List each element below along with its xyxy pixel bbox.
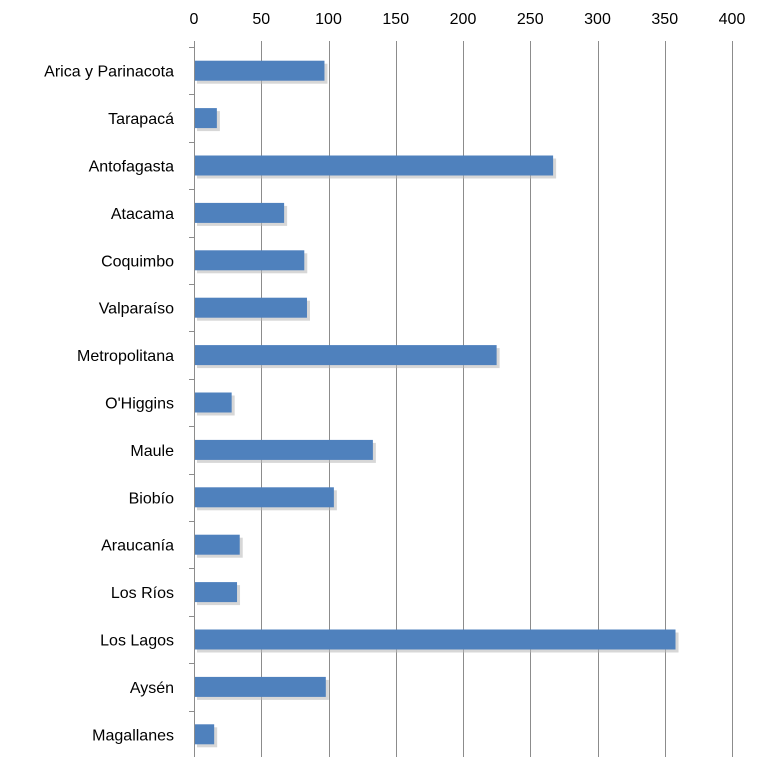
category-label: Maule bbox=[130, 443, 174, 460]
x-tick-label: 50 bbox=[252, 11, 270, 28]
category-label: Tarapacá bbox=[108, 111, 174, 128]
x-tick-label: 150 bbox=[382, 11, 409, 28]
bar bbox=[195, 724, 215, 745]
bar bbox=[195, 487, 334, 508]
category-label: Magallanes bbox=[92, 727, 174, 744]
category-label: Los Ríos bbox=[111, 585, 174, 602]
category-label: Biobío bbox=[129, 490, 174, 507]
bar bbox=[195, 534, 240, 555]
bar bbox=[195, 345, 497, 366]
bar bbox=[195, 155, 554, 176]
bar bbox=[195, 202, 285, 223]
category-label: Antofagasta bbox=[89, 159, 175, 176]
bar bbox=[195, 676, 326, 697]
category-label: Atacama bbox=[111, 206, 174, 223]
bar bbox=[195, 297, 307, 318]
x-tick-labels: 0 50 100 150 200 250 300 350 400 bbox=[190, 11, 746, 28]
category-label: O'Higgins bbox=[105, 396, 174, 413]
x-tick-label: 250 bbox=[517, 11, 544, 28]
x-tick-label: 0 bbox=[190, 11, 199, 28]
bar bbox=[195, 108, 217, 129]
axes bbox=[189, 41, 195, 757]
bar bbox=[195, 582, 238, 603]
category-label: Araucanía bbox=[101, 538, 174, 555]
bar bbox=[195, 439, 373, 460]
category-label: Los Lagos bbox=[100, 633, 174, 650]
bar bbox=[195, 250, 305, 271]
bar bbox=[195, 392, 232, 413]
category-label: Aysén bbox=[130, 680, 174, 697]
bar-series bbox=[195, 60, 679, 748]
x-tick-label: 350 bbox=[651, 11, 678, 28]
category-label: Coquimbo bbox=[101, 253, 174, 270]
x-tick-label: 100 bbox=[315, 11, 342, 28]
x-tick-label: 300 bbox=[584, 11, 611, 28]
category-labels: Arica y Parinacota Tarapacá Antofagasta Ata… bbox=[44, 64, 174, 745]
bar bbox=[195, 629, 676, 650]
x-tick-label: 200 bbox=[450, 11, 477, 28]
category-label: Valparaíso bbox=[99, 301, 174, 318]
category-label: Arica y Parinacota bbox=[44, 64, 174, 81]
x-tick-label: 400 bbox=[719, 11, 746, 28]
bar bbox=[195, 60, 325, 81]
category-label: Metropolitana bbox=[77, 348, 174, 365]
